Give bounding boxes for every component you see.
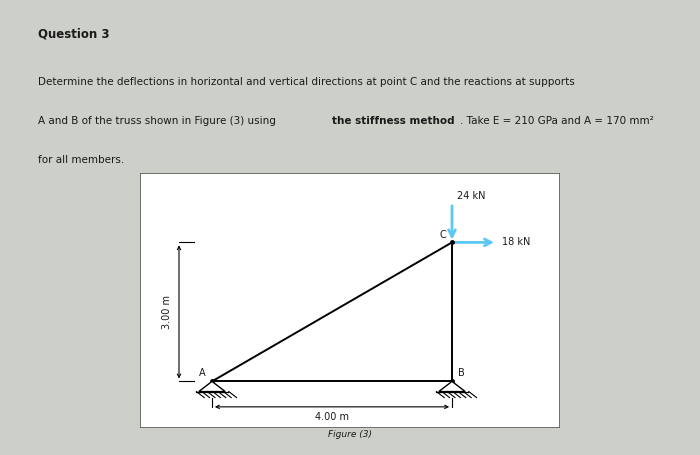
Text: B: B bbox=[458, 368, 465, 378]
Text: Figure (3): Figure (3) bbox=[328, 430, 372, 439]
Text: for all members.: for all members. bbox=[38, 155, 125, 165]
Text: . Take E = 210 GPa and A = 170 mm²: . Take E = 210 GPa and A = 170 mm² bbox=[460, 116, 654, 126]
Bar bbox=[140, 173, 560, 428]
Text: 24 kN: 24 kN bbox=[457, 191, 485, 201]
Text: 4.00 m: 4.00 m bbox=[315, 412, 349, 422]
Text: 3.00 m: 3.00 m bbox=[162, 295, 172, 329]
Text: Determine the deflections in horizontal and vertical directions at point C and t: Determine the deflections in horizontal … bbox=[38, 77, 575, 87]
Polygon shape bbox=[199, 381, 225, 392]
Text: A and B of the truss shown in Figure (3) using: A and B of the truss shown in Figure (3)… bbox=[38, 116, 279, 126]
Text: 18 kN: 18 kN bbox=[502, 238, 530, 248]
Text: Question 3: Question 3 bbox=[38, 27, 110, 40]
Text: the stiffness method: the stiffness method bbox=[332, 116, 455, 126]
Text: C: C bbox=[440, 230, 446, 240]
Polygon shape bbox=[439, 381, 466, 392]
Text: A: A bbox=[199, 368, 206, 378]
